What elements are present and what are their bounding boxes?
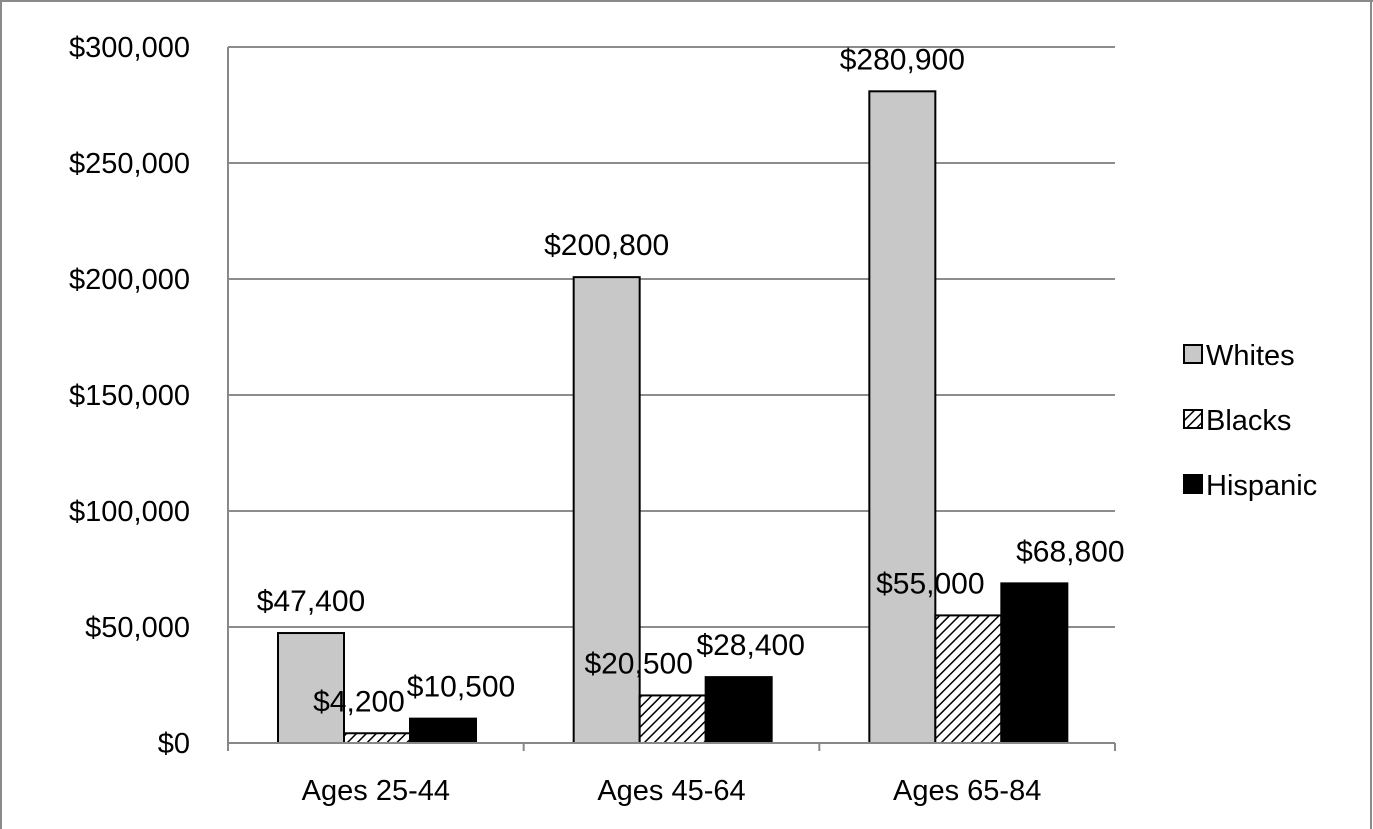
y-tick-label: $250,000 <box>69 148 190 180</box>
legend-label: Blacks <box>1206 405 1291 437</box>
legend-swatch-whites <box>1183 344 1203 364</box>
data-label: $55,000 <box>876 567 984 600</box>
y-tick-label: $300,000 <box>69 32 190 64</box>
bar-whites <box>868 90 937 744</box>
data-label: $20,500 <box>584 647 692 680</box>
x-axis-ticks <box>227 743 1116 751</box>
bar-whites <box>277 632 345 744</box>
data-label: $47,400 <box>257 585 365 618</box>
data-label: $28,400 <box>696 629 804 662</box>
data-label: $68,800 <box>1016 535 1124 568</box>
legend-label: Hispanic <box>1206 470 1317 502</box>
x-category-label: Ages 65-84 <box>893 775 1041 807</box>
bar-hispanic <box>409 717 477 745</box>
bar-blacks <box>934 614 1003 745</box>
legend: Whites Blacks Hispanic <box>1183 340 1317 502</box>
data-label: $10,500 <box>407 671 515 704</box>
legend-swatch-blacks <box>1183 409 1203 429</box>
y-tick-label: $150,000 <box>69 380 190 412</box>
legend-swatch-hispanic <box>1183 474 1203 494</box>
data-labels: $47,400 $200,800 $280,900 $4,200 $20,500 $55,… <box>257 43 1125 718</box>
bar-hispanic <box>704 676 773 744</box>
y-axis-tick-labels: $0 $50,000 $100,000 $150,000 $200,000 $250,00… <box>69 32 190 760</box>
y-tick-label: $100,000 <box>69 496 190 528</box>
data-label: $200,800 <box>544 229 669 262</box>
y-tick-label: $0 <box>158 728 190 760</box>
x-category-label: Ages 45-64 <box>597 775 745 807</box>
bars <box>277 90 1069 745</box>
bar-blacks <box>343 732 411 744</box>
bar-hispanic <box>1000 582 1069 744</box>
data-label: $4,200 <box>313 685 405 718</box>
legend-label: Whites <box>1206 340 1295 372</box>
data-label: $280,900 <box>840 43 965 76</box>
gridlines <box>228 46 1115 628</box>
bar-blacks <box>638 694 707 745</box>
x-category-label: Ages 25-44 <box>302 775 450 807</box>
y-tick-label: $200,000 <box>69 264 190 296</box>
x-axis-category-labels: Ages 25-44 Ages 45-64 Ages 65-84 <box>302 775 1042 807</box>
y-tick-label: $50,000 <box>85 612 190 644</box>
